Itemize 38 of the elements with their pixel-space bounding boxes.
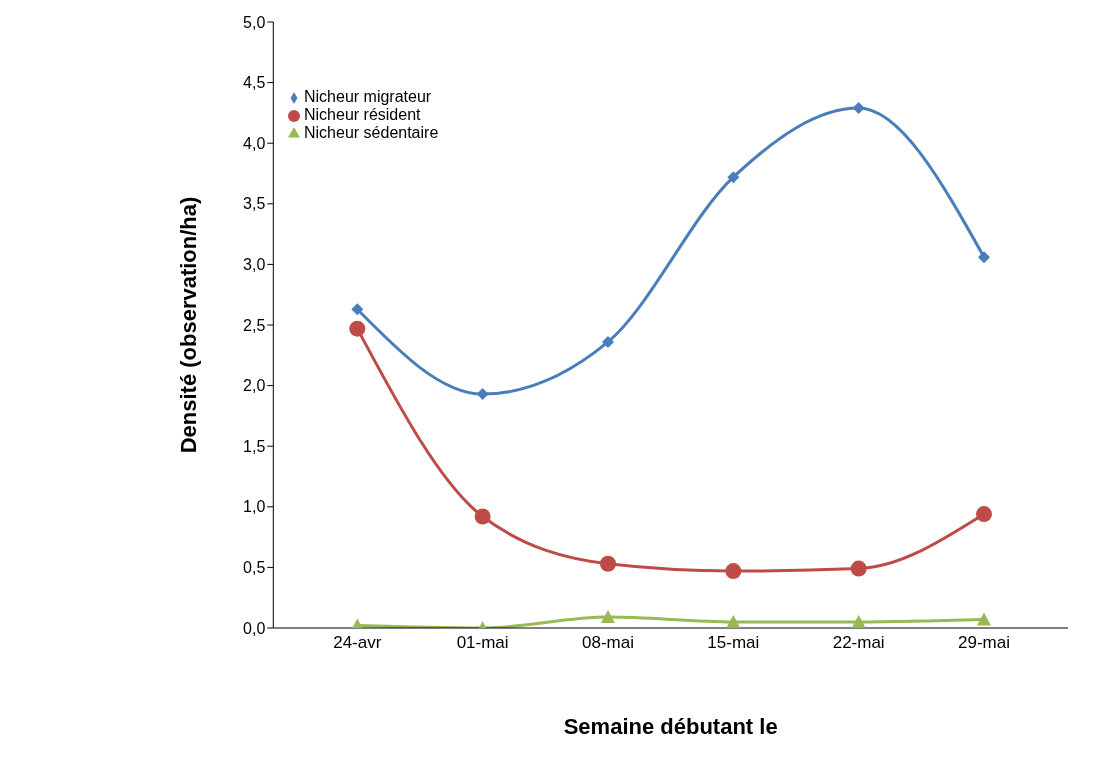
x-tick-label: 08-mai [581,633,634,653]
x-tick-label: 22-mai [832,633,885,653]
point [599,555,616,572]
point [851,614,866,628]
point [600,610,615,624]
y-tick-label: 1,0 [243,498,266,516]
x-axis-title: Semaine débutant le [563,713,778,739]
point [476,388,489,401]
y-axis-title: Densité (observation/ha) [176,196,202,454]
x-tick-label: 29-mai [958,633,1010,653]
point [349,320,366,337]
point [850,560,867,577]
point [725,563,742,580]
y-tick-label: 4,0 [243,134,266,152]
point [351,303,364,316]
y-tick-label: 1,5 [243,437,266,455]
x-tick-label: 01-mai [456,633,509,653]
legend-label: Nicheur migrateur [304,88,432,105]
legend-label: Nicheur résident [304,106,421,123]
x-tick-label: 15-mai [707,633,760,653]
x-tick-label: 24-avr [333,633,382,653]
point [726,614,741,628]
y-tick-label: 2,5 [243,316,266,334]
point [976,506,992,523]
y-tick-label: 0,5 [243,559,266,577]
y-tick-label: 0,0 [243,619,266,637]
legend-label: Nicheur sédentaire [304,124,439,141]
point [474,508,491,525]
point [977,612,991,626]
y-tick-label: 2,0 [243,377,266,395]
point [727,171,740,184]
point [852,102,865,115]
y-tick-label: 3,0 [243,256,266,274]
y-tick-label: 3,5 [243,195,266,213]
y-tick-label: 4,5 [243,74,266,92]
point [601,335,614,348]
point [978,251,990,264]
y-tick-label: 5,0 [243,13,266,31]
